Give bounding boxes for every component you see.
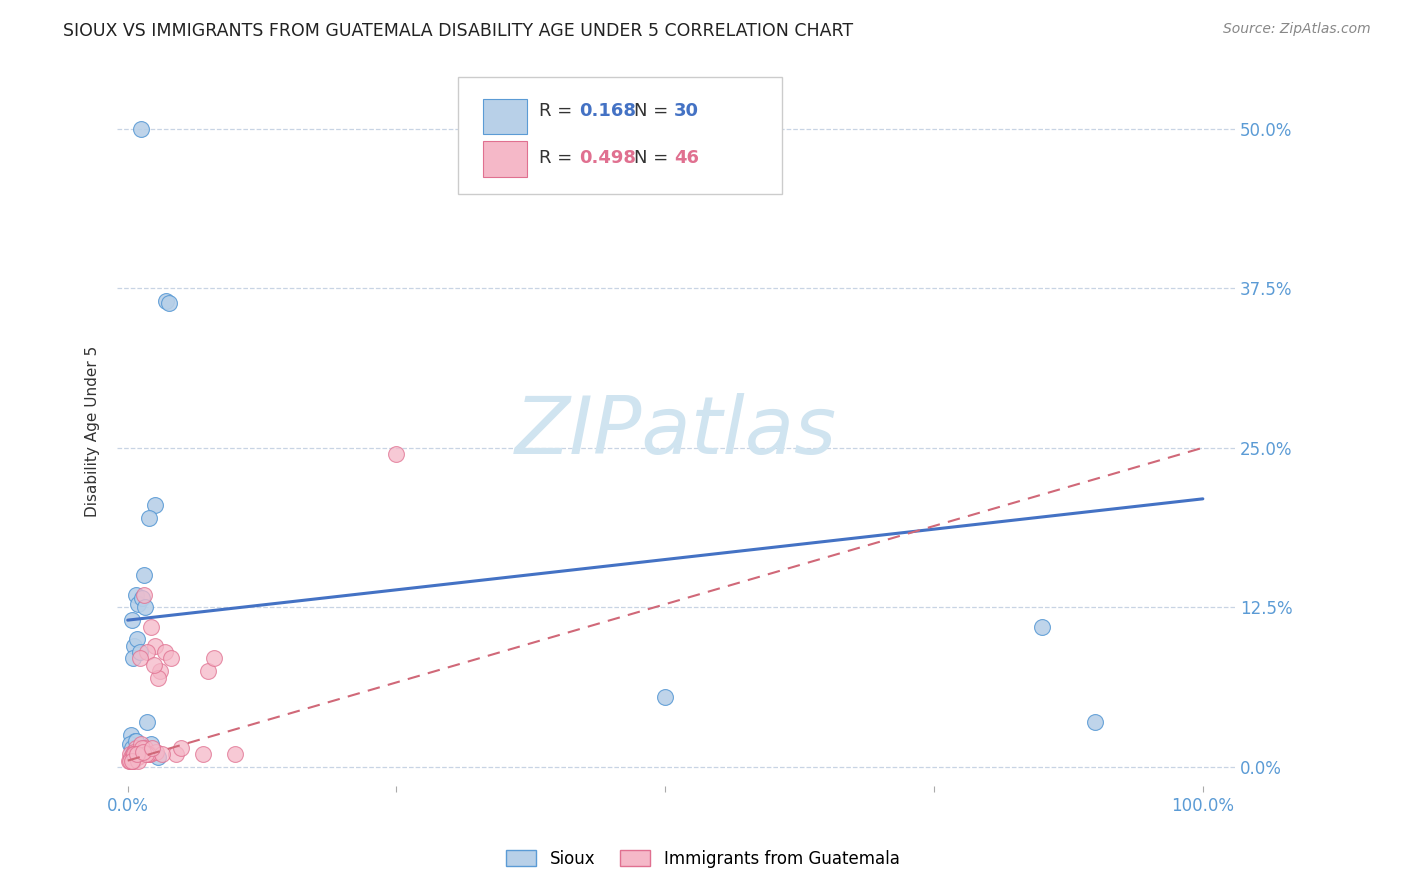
Point	[121, 613, 143, 627]
Point	[120, 728, 142, 742]
Point	[122, 639, 145, 653]
Point	[654, 690, 676, 704]
FancyBboxPatch shape	[482, 99, 527, 134]
Point	[127, 747, 149, 762]
Point	[132, 740, 155, 755]
Point	[146, 749, 169, 764]
Point	[127, 749, 149, 764]
Text: 46: 46	[673, 149, 699, 167]
Point	[120, 754, 142, 768]
Point	[141, 737, 163, 751]
Point	[132, 568, 155, 582]
Point	[143, 639, 166, 653]
Point	[191, 747, 214, 762]
Point	[118, 737, 141, 751]
Point	[142, 657, 165, 672]
Point	[129, 737, 152, 751]
FancyBboxPatch shape	[458, 78, 782, 194]
Text: 0.498: 0.498	[579, 149, 636, 167]
Point	[132, 745, 155, 759]
Point	[121, 754, 143, 768]
Point	[1031, 619, 1053, 633]
Point	[131, 591, 153, 606]
Point	[122, 747, 145, 762]
Point	[224, 747, 246, 762]
Point	[129, 121, 152, 136]
Text: N =: N =	[634, 149, 673, 167]
Point	[146, 671, 169, 685]
Point	[1084, 715, 1107, 730]
Point	[118, 754, 141, 768]
Point	[121, 754, 143, 768]
Point	[120, 749, 142, 764]
Text: N =: N =	[634, 103, 673, 120]
Point	[136, 715, 159, 730]
Point	[122, 745, 145, 759]
Point	[139, 747, 162, 762]
Point	[138, 511, 160, 525]
Point	[149, 664, 172, 678]
Legend: Sioux, Immigrants from Guatemala: Sioux, Immigrants from Guatemala	[499, 844, 907, 875]
Point	[141, 619, 163, 633]
Point	[122, 754, 145, 768]
Point	[202, 651, 225, 665]
Point	[157, 296, 180, 310]
Text: R =: R =	[538, 149, 578, 167]
Point	[134, 740, 156, 755]
Point	[122, 651, 145, 665]
Point	[131, 740, 153, 755]
Point	[135, 747, 157, 762]
Point	[127, 597, 149, 611]
Point	[135, 747, 157, 762]
Point	[125, 747, 148, 762]
Point	[118, 747, 141, 762]
Point	[122, 745, 145, 759]
Point	[118, 754, 141, 768]
Point	[197, 664, 219, 678]
Point	[124, 747, 146, 762]
Point	[134, 600, 156, 615]
Point	[128, 651, 150, 665]
Point	[155, 293, 177, 308]
Point	[125, 740, 148, 755]
Point	[121, 740, 143, 755]
Point	[145, 745, 167, 759]
Point	[127, 747, 149, 762]
FancyBboxPatch shape	[482, 141, 527, 177]
Point	[128, 645, 150, 659]
Point	[122, 747, 145, 762]
Text: ZIPatlas: ZIPatlas	[515, 392, 837, 471]
Point	[138, 747, 160, 762]
Point	[136, 747, 159, 762]
Point	[141, 740, 163, 755]
Point	[127, 749, 149, 764]
Text: Source: ZipAtlas.com: Source: ZipAtlas.com	[1223, 22, 1371, 37]
Point	[170, 740, 193, 755]
Y-axis label: Disability Age Under 5: Disability Age Under 5	[86, 346, 100, 517]
Point	[127, 754, 149, 768]
Point	[125, 734, 148, 748]
Text: SIOUX VS IMMIGRANTS FROM GUATEMALA DISABILITY AGE UNDER 5 CORRELATION CHART: SIOUX VS IMMIGRANTS FROM GUATEMALA DISAB…	[63, 22, 853, 40]
Point	[124, 734, 146, 748]
Text: R =: R =	[538, 103, 578, 120]
Point	[155, 645, 177, 659]
Point	[127, 632, 149, 647]
Point	[165, 747, 187, 762]
Point	[143, 498, 166, 512]
Point	[136, 645, 159, 659]
Point	[132, 588, 155, 602]
Point	[150, 747, 173, 762]
Point	[159, 651, 181, 665]
Point	[125, 588, 148, 602]
Text: 0.168: 0.168	[579, 103, 636, 120]
Text: 30: 30	[673, 103, 699, 120]
Point	[385, 447, 408, 461]
